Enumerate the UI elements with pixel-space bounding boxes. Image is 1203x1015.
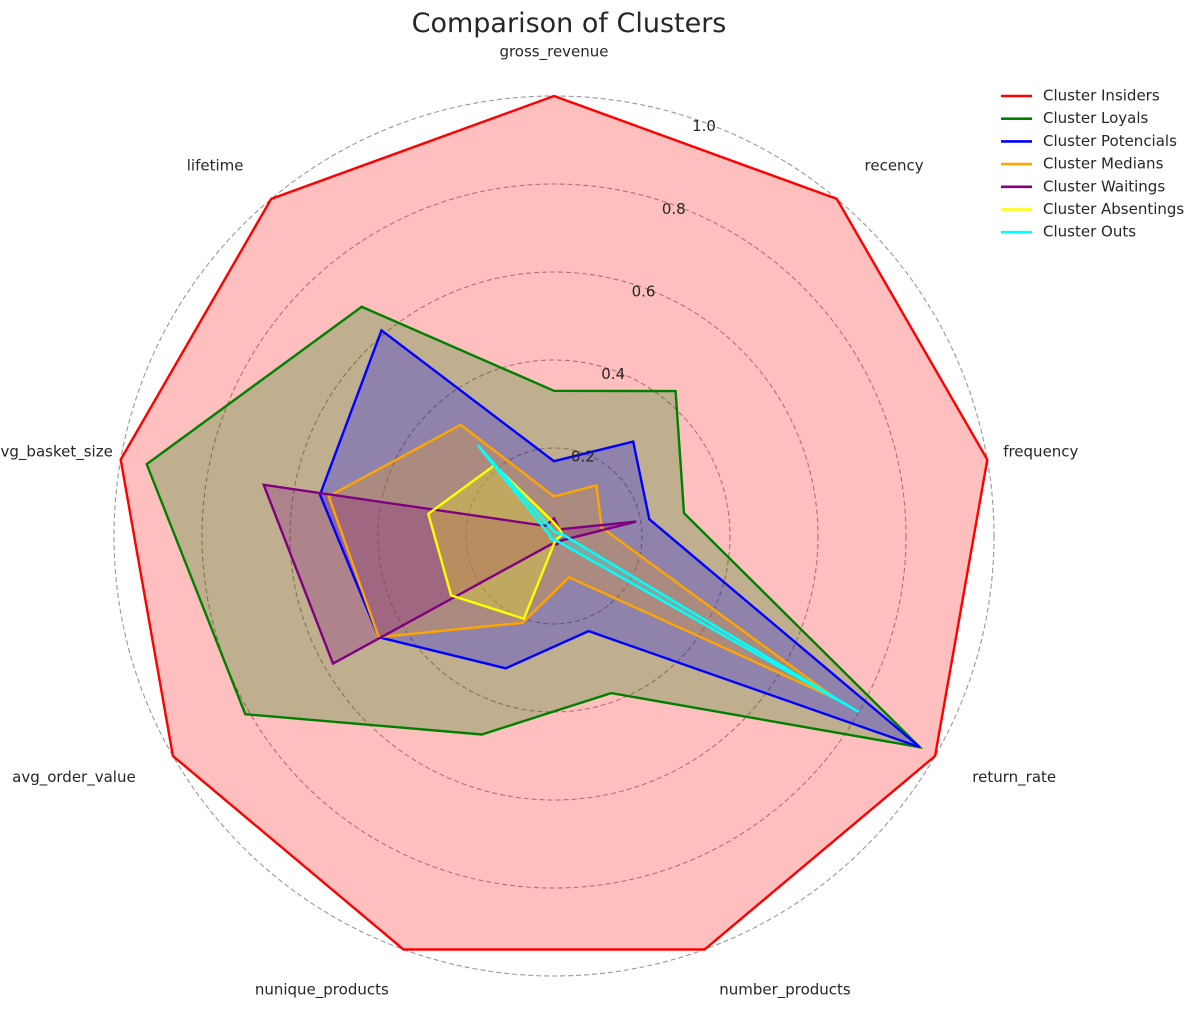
series-line-2 xyxy=(318,328,921,749)
legend-label: Cluster Insiders xyxy=(1043,87,1160,105)
series-line-3 xyxy=(327,423,837,700)
axis-label-avg_order_value: avg_order_value xyxy=(12,768,136,787)
chart-title: Comparison of Clusters xyxy=(412,8,727,39)
series-line-6 xyxy=(476,444,860,714)
axis-label-lifetime: lifetime xyxy=(187,157,244,175)
legend-label: Cluster Outs xyxy=(1043,223,1136,241)
axis-label-number_products: number_products xyxy=(719,980,851,999)
legend-label: Cluster Waitings xyxy=(1043,177,1165,195)
r-tick-label-2: 0.6 xyxy=(632,282,656,300)
axis-label-recency: recency xyxy=(865,157,924,175)
axis-label-nunique_products: nunique_products xyxy=(255,980,389,999)
legend-item-2: Cluster Potencials xyxy=(1001,132,1177,150)
legend-label: Cluster Absentings xyxy=(1043,200,1184,218)
grid-circle-3 xyxy=(201,183,907,889)
legend-label: Cluster Potencials xyxy=(1043,132,1177,150)
axis-label-frequency: frequency xyxy=(1003,443,1078,461)
legend-item-1: Cluster Loyals xyxy=(1001,109,1149,127)
axis-label-gross_revenue: gross_revenue xyxy=(499,43,608,62)
axis-label-return_rate: return_rate xyxy=(972,768,1056,787)
grid-circle-0 xyxy=(465,447,643,625)
axis-label-avg_basket_size: avg_basket_size xyxy=(0,443,113,462)
r-tick-label-1: 0.4 xyxy=(601,365,625,383)
r-tick-label-3: 0.8 xyxy=(662,200,686,218)
series-fill-4 xyxy=(263,484,637,664)
series-fill-2 xyxy=(320,330,920,748)
grid-circle-2 xyxy=(289,271,819,801)
legend-item-4: Cluster Waitings xyxy=(1001,177,1165,195)
series-lines xyxy=(119,94,989,951)
r-tick-label-4: 1.0 xyxy=(692,117,716,135)
series-line-5 xyxy=(426,463,565,621)
legend-item-5: Cluster Absentings xyxy=(1001,200,1184,218)
series-line-1 xyxy=(145,305,924,750)
legend: Cluster Insiders Cluster Loyals Cluster Po… xyxy=(1001,87,1184,241)
series-line-0 xyxy=(119,94,989,951)
legend-item-6: Cluster Outs xyxy=(1001,223,1136,241)
legend-label: Cluster Loyals xyxy=(1043,109,1149,127)
legend-label: Cluster Medians xyxy=(1043,155,1164,173)
legend-item-3: Cluster Medians xyxy=(1001,155,1164,173)
r-tick-label-0: 0.2 xyxy=(571,448,595,466)
legend-item-0: Cluster Insiders xyxy=(1001,87,1160,105)
radial-tick-labels: 0.2 0.4 0.6 0.8 1.0 xyxy=(571,117,716,466)
